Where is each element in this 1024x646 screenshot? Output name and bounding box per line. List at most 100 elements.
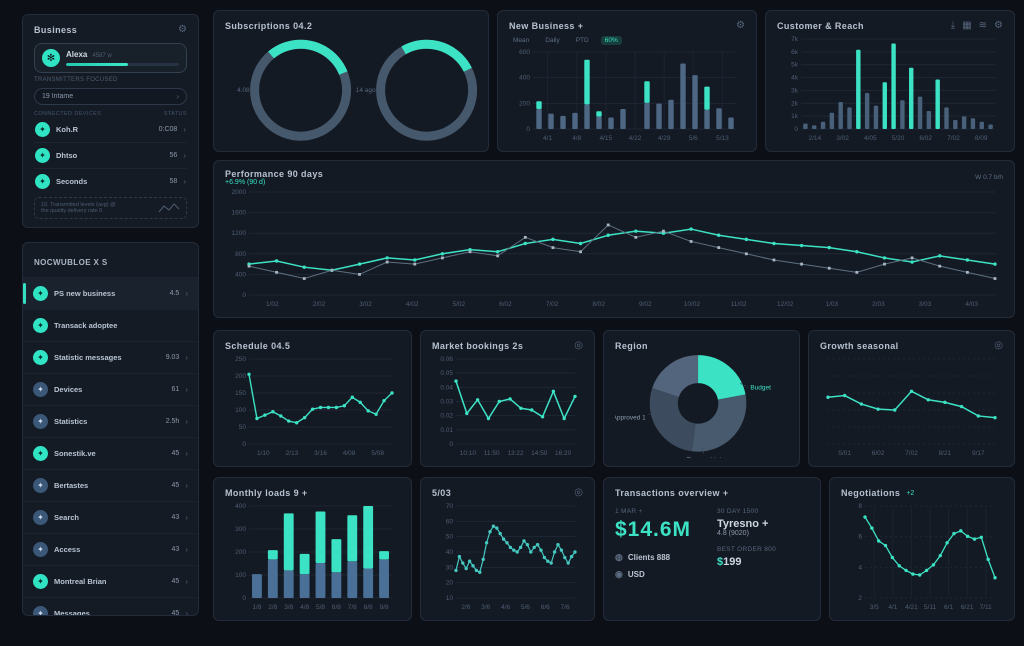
profile-card[interactable]: ✻ Alexa 4587 w — [34, 43, 187, 73]
load-chart[interactable]: 70 60 50 40 30 20 10 2/6 3/6 4/6 5/6 6/6 7/6 — [432, 500, 583, 612]
svg-text:4/05: 4/05 — [864, 135, 877, 142]
gear-icon[interactable]: ⚙ — [178, 24, 187, 35]
negotiations-panel: Negotiations +2 8 6 4 2 3/5 4/1 4/21 5/11 6/1 6/2… — [829, 477, 1015, 621]
svg-text:1/10: 1/10 — [257, 450, 270, 457]
stat-right-top-label: 30 DAY 1500 — [717, 508, 759, 515]
negotiations-title: Negotiations — [841, 488, 901, 498]
performance-panel: Performance 90 days +6.9% (90 d) W 0.7 b… — [213, 160, 1015, 318]
svg-text:4/21: 4/21 — [905, 604, 918, 611]
svg-text:9/02: 9/02 — [639, 301, 652, 308]
performance-title: Performance 90 days — [225, 169, 324, 179]
svg-text:2/13: 2/13 — [286, 450, 299, 457]
svg-text:6/02: 6/02 — [499, 301, 512, 308]
gear-icon[interactable]: ⚙ — [736, 20, 745, 31]
monthly-loads-chart[interactable]: 400 300 200 100 0 1/8 2/8 3/8 4/8 5/8 6/8 7/8 8/8 9/8 — [225, 500, 400, 612]
source-item[interactable]: ✦ Statistic messages 9.03 › — [23, 342, 198, 374]
tab-60-[interactable]: 60% — [600, 36, 622, 45]
source-value: 45 — [171, 482, 180, 489]
gear-icon[interactable]: ⚙ — [994, 20, 1003, 31]
svg-text:4/1: 4/1 — [888, 604, 897, 611]
source-item[interactable]: ✦ Messages 45 › — [23, 598, 198, 615]
source-list: ✦ PS new business 4.5 › ✦ Transack adoptee ✦ St… — [23, 278, 198, 615]
svg-text:5/01: 5/01 — [838, 450, 851, 457]
svg-text:0.01: 0.01 — [440, 427, 453, 434]
svg-text:50: 50 — [239, 424, 247, 431]
negotiations-chart[interactable]: 8 6 4 2 3/5 4/1 4/21 5/11 6/1 6/21 7/11 — [841, 500, 1003, 612]
source-item[interactable]: ✦ Montreal Brian 45 › — [23, 566, 198, 598]
svg-text:8/8: 8/8 — [364, 604, 373, 611]
source-label: Transack adoptee — [54, 321, 118, 330]
svg-text:0.02: 0.02 — [440, 413, 453, 420]
spark-icon: ✦ — [33, 542, 48, 557]
range-selector[interactable]: 19 Intame › — [34, 88, 187, 105]
svg-text:6k: 6k — [791, 49, 799, 56]
svg-text:16:20: 16:20 — [555, 450, 572, 457]
market-bookings-chart[interactable]: 0.06 0.05 0.04 0.03 0.02 0.01 0 10:10 11:50 13:22… — [432, 353, 583, 458]
performance-chart[interactable]: 2000 1600 1200 800 400 0 1/02 2/02 3/02 4/02 5/02 6… — [225, 186, 1003, 309]
source-item[interactable]: ✦ Transack adoptee — [23, 310, 198, 342]
svg-text:4/08: 4/08 — [343, 450, 356, 457]
svg-text:3/02: 3/02 — [836, 135, 849, 142]
download-icon[interactable]: ⤓ — [950, 20, 956, 31]
subscriptions-chart[interactable]: 4.08 14 ago — [225, 33, 477, 143]
note-box[interactable]: 10. Transmitted levels (avg) @ the quali… — [34, 197, 187, 219]
range-selector-label: 19 Intame — [42, 93, 74, 100]
svg-text:3k: 3k — [791, 87, 799, 94]
source-item[interactable]: ✦ PS new business 4.5 › — [23, 278, 198, 310]
source-value: 43 — [171, 546, 180, 553]
schedule-chart[interactable]: 250 200 150 100 50 0 1/10 2/13 3/16 4/08 5/08 — [225, 353, 400, 458]
source-label: Sonestik.ve — [54, 449, 96, 458]
filter-icon[interactable]: ≋ — [978, 20, 988, 31]
svg-text:12/02: 12/02 — [777, 301, 794, 308]
region-chart[interactable]: Budget Forecast tot Approved 1 — [615, 353, 788, 458]
svg-text:7k: 7k — [791, 36, 799, 43]
sidebar-sources-panel: NOCWUBLOE X S ✦ PS new business 4.5 › ✦ Trans… — [22, 242, 199, 616]
source-item[interactable]: ✦ Statistics 2.5h › — [23, 406, 198, 438]
transactions-panel: Transactions overview + 1 MAR + $14.6M ◍… — [603, 477, 821, 621]
chevron-right-icon: › — [185, 545, 188, 554]
device-row[interactable]: ✦ Koh.R 0:C08 › — [34, 117, 187, 143]
svg-text:1/02: 1/02 — [266, 301, 279, 308]
svg-text:7/02: 7/02 — [947, 135, 960, 142]
source-item[interactable]: ✦ Access 43 › — [23, 534, 198, 566]
customer-reach-chart[interactable]: 7k 6k 5k 4k 3k 2k 1k 0 2/14 3/02 4/05 5/20 6/02 7/02 8… — [777, 33, 1003, 143]
performance-legend: W 0.7 b/h — [975, 174, 1003, 181]
svg-text:10:10: 10:10 — [460, 450, 477, 457]
chevron-right-icon: › — [185, 417, 188, 426]
transactions-title: Transactions overview + — [615, 488, 729, 498]
svg-text:4/1: 4/1 — [543, 135, 552, 142]
subscriptions-title: Subscriptions 04.2 — [225, 21, 313, 31]
svg-text:1600: 1600 — [232, 210, 247, 217]
source-item[interactable]: ✦ Search 43 › — [23, 502, 198, 534]
source-item[interactable]: ✦ Bertastes 45 › — [23, 470, 198, 502]
spark-icon: ✦ — [33, 414, 48, 429]
sources-title: NOCWUBLOE X S — [34, 258, 108, 267]
customer-reach-panel: Customer & Reach ⤓ ▦ ≋ ⚙ 7k 6k 5k 4k 3k 2k 1k 0 2/1… — [765, 10, 1015, 152]
help-icon[interactable]: ◎ — [574, 340, 583, 351]
svg-text:2k: 2k — [791, 100, 799, 107]
tab-mean[interactable]: Mean — [513, 37, 530, 44]
svg-text:10/02: 10/02 — [684, 301, 701, 308]
tab-daily[interactable]: Daily — [545, 37, 560, 44]
svg-text:5k: 5k — [791, 62, 799, 69]
svg-text:100: 100 — [235, 407, 246, 414]
new-business-chart[interactable]: 600 400 200 0 4/1 4/8 4/15 4/22 4/29 5/6 5/13 — [509, 46, 745, 143]
tab-ptd[interactable]: PTD — [575, 37, 589, 44]
layout-icon[interactable]: ▦ — [962, 20, 972, 31]
svg-text:4/8: 4/8 — [572, 135, 581, 142]
growth-chart[interactable]: 5/01 6/02 7/02 8/21 9/17 — [820, 353, 1003, 458]
source-label: Access — [54, 545, 81, 554]
help-icon[interactable]: ◎ — [994, 340, 1003, 351]
source-value: 2.5h — [165, 418, 180, 425]
customer-reach-title: Customer & Reach — [777, 21, 864, 31]
source-item[interactable]: ✦ Sonestik.ve 45 › — [23, 438, 198, 470]
device-row[interactable]: ✦ Seconds 58 › — [34, 169, 187, 194]
svg-text:5/08: 5/08 — [371, 450, 384, 457]
device-row[interactable]: ✦ Dhtso 56 › — [34, 143, 187, 169]
stat-right-bottom-label: BEST ORDER 800 — [717, 546, 776, 553]
source-item[interactable]: ✦ Devices 61 › — [23, 374, 198, 406]
help-icon[interactable]: ◎ — [574, 487, 583, 498]
amount: 199 — [723, 556, 742, 568]
chevron-right-icon: › — [176, 92, 179, 101]
svg-text:6: 6 — [858, 534, 862, 541]
